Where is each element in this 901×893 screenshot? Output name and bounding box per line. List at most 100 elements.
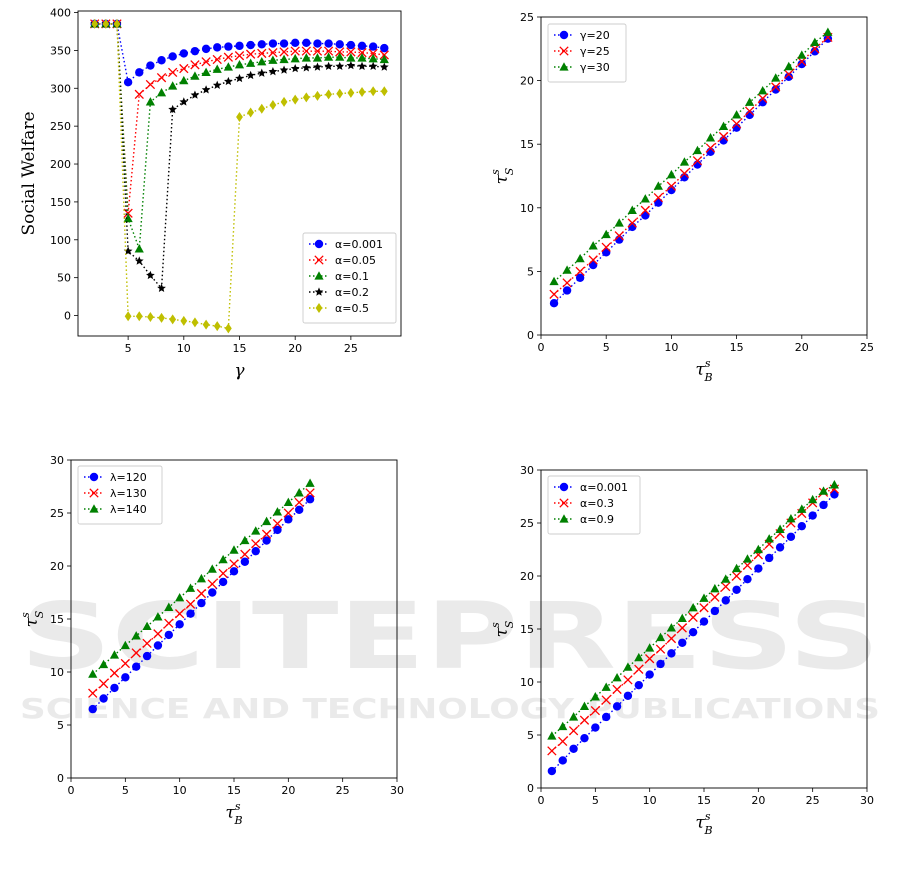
legend: λ=120 λ=130 λ=140 bbox=[77, 465, 163, 525]
data-point bbox=[164, 618, 174, 628]
legend-label: α=0.05 bbox=[335, 254, 376, 267]
data-point bbox=[547, 766, 557, 776]
data-point bbox=[797, 59, 806, 69]
data-point bbox=[323, 46, 334, 56]
data-point bbox=[823, 34, 833, 43]
data-point bbox=[164, 630, 173, 640]
data-point bbox=[312, 46, 323, 56]
data-point bbox=[234, 51, 245, 61]
data-point bbox=[324, 61, 333, 71]
data-point bbox=[771, 82, 781, 92]
x-tick-label: 25 bbox=[860, 341, 874, 354]
data-point bbox=[810, 47, 820, 56]
y-tick-label: 50 bbox=[57, 272, 71, 285]
data-point bbox=[142, 621, 152, 631]
data-point bbox=[580, 733, 589, 743]
data-point bbox=[623, 662, 633, 671]
data-point bbox=[98, 679, 109, 689]
x-tick-label: 15 bbox=[697, 794, 711, 807]
data-point bbox=[810, 37, 820, 47]
watermark-subtitle: SCIENCE AND TECHNOLOGY PUBLICATIONS bbox=[20, 692, 880, 725]
data-point bbox=[786, 513, 796, 523]
data-point bbox=[705, 143, 716, 153]
data-point bbox=[175, 593, 185, 602]
data-point bbox=[279, 47, 289, 57]
data-point bbox=[179, 97, 189, 106]
data-point bbox=[201, 44, 211, 54]
data-point bbox=[562, 286, 572, 295]
y-tick-label: 0 bbox=[57, 772, 64, 785]
data-point bbox=[302, 92, 310, 103]
legend-marker bbox=[314, 255, 324, 265]
data-point bbox=[247, 107, 255, 118]
data-point bbox=[109, 650, 120, 659]
y-tick-label: 25 bbox=[50, 507, 64, 520]
x-tick-label: 15 bbox=[233, 342, 247, 355]
legend-marker bbox=[89, 488, 99, 498]
series-line bbox=[92, 498, 311, 710]
x-tick-label: 5 bbox=[603, 341, 610, 354]
data-point bbox=[346, 53, 356, 62]
data-point bbox=[601, 242, 611, 252]
data-point bbox=[808, 511, 817, 520]
data-point bbox=[279, 39, 289, 48]
data-point bbox=[705, 133, 716, 142]
chart-3: 0 5 10 15 20 25 30 0 5 10 15 20 25 30 τs B τsS λ=120 λ=130… bbox=[19, 454, 404, 827]
data-point bbox=[124, 311, 132, 322]
data-point bbox=[731, 119, 742, 129]
data-point bbox=[688, 603, 698, 612]
data-point bbox=[818, 486, 829, 495]
data-point bbox=[235, 73, 244, 83]
data-point bbox=[142, 638, 152, 649]
legend-marker bbox=[89, 472, 99, 482]
data-point bbox=[153, 629, 163, 639]
data-point bbox=[634, 664, 644, 674]
data-point bbox=[279, 65, 289, 74]
x-tick-label: 25 bbox=[806, 794, 820, 807]
legend-marker bbox=[315, 303, 323, 313]
data-point bbox=[335, 52, 345, 61]
data-point bbox=[745, 97, 755, 106]
x-axis-label: τs B bbox=[225, 800, 242, 827]
data-point bbox=[569, 744, 578, 753]
data-point bbox=[346, 60, 356, 70]
legend-marker bbox=[89, 504, 99, 513]
data-point bbox=[190, 46, 200, 56]
data-point bbox=[721, 581, 731, 592]
data-point bbox=[357, 48, 367, 58]
data-point bbox=[640, 205, 650, 216]
data-point bbox=[269, 99, 277, 110]
y-tick-label: 250 bbox=[50, 120, 71, 133]
data-point bbox=[710, 583, 720, 593]
legend-marker bbox=[314, 239, 324, 249]
data-point bbox=[169, 314, 177, 325]
data-point bbox=[197, 598, 206, 608]
data-point bbox=[218, 577, 228, 587]
data-point bbox=[246, 58, 256, 67]
data-point bbox=[612, 702, 622, 711]
data-point bbox=[212, 80, 222, 89]
y-tick-label: 10 bbox=[50, 666, 64, 679]
x-tick-label: 5 bbox=[122, 784, 129, 797]
data-point bbox=[588, 241, 598, 250]
data-point bbox=[153, 612, 163, 621]
data-point bbox=[558, 756, 567, 765]
data-point bbox=[575, 253, 585, 263]
data-point bbox=[357, 53, 367, 62]
data-point bbox=[88, 688, 98, 698]
data-point bbox=[146, 61, 155, 70]
y-tick-label: 30 bbox=[50, 454, 64, 467]
data-point bbox=[224, 323, 232, 334]
data-point bbox=[368, 61, 378, 71]
y-tick-label: 15 bbox=[520, 138, 534, 151]
data-point bbox=[547, 746, 557, 756]
y-axis-label: Social Welfare bbox=[19, 111, 39, 235]
data-point bbox=[88, 669, 98, 678]
data-point bbox=[764, 534, 774, 543]
data-point bbox=[379, 62, 389, 71]
data-point bbox=[262, 536, 271, 545]
data-point bbox=[679, 168, 690, 179]
data-point bbox=[235, 41, 244, 51]
data-point bbox=[190, 90, 200, 99]
